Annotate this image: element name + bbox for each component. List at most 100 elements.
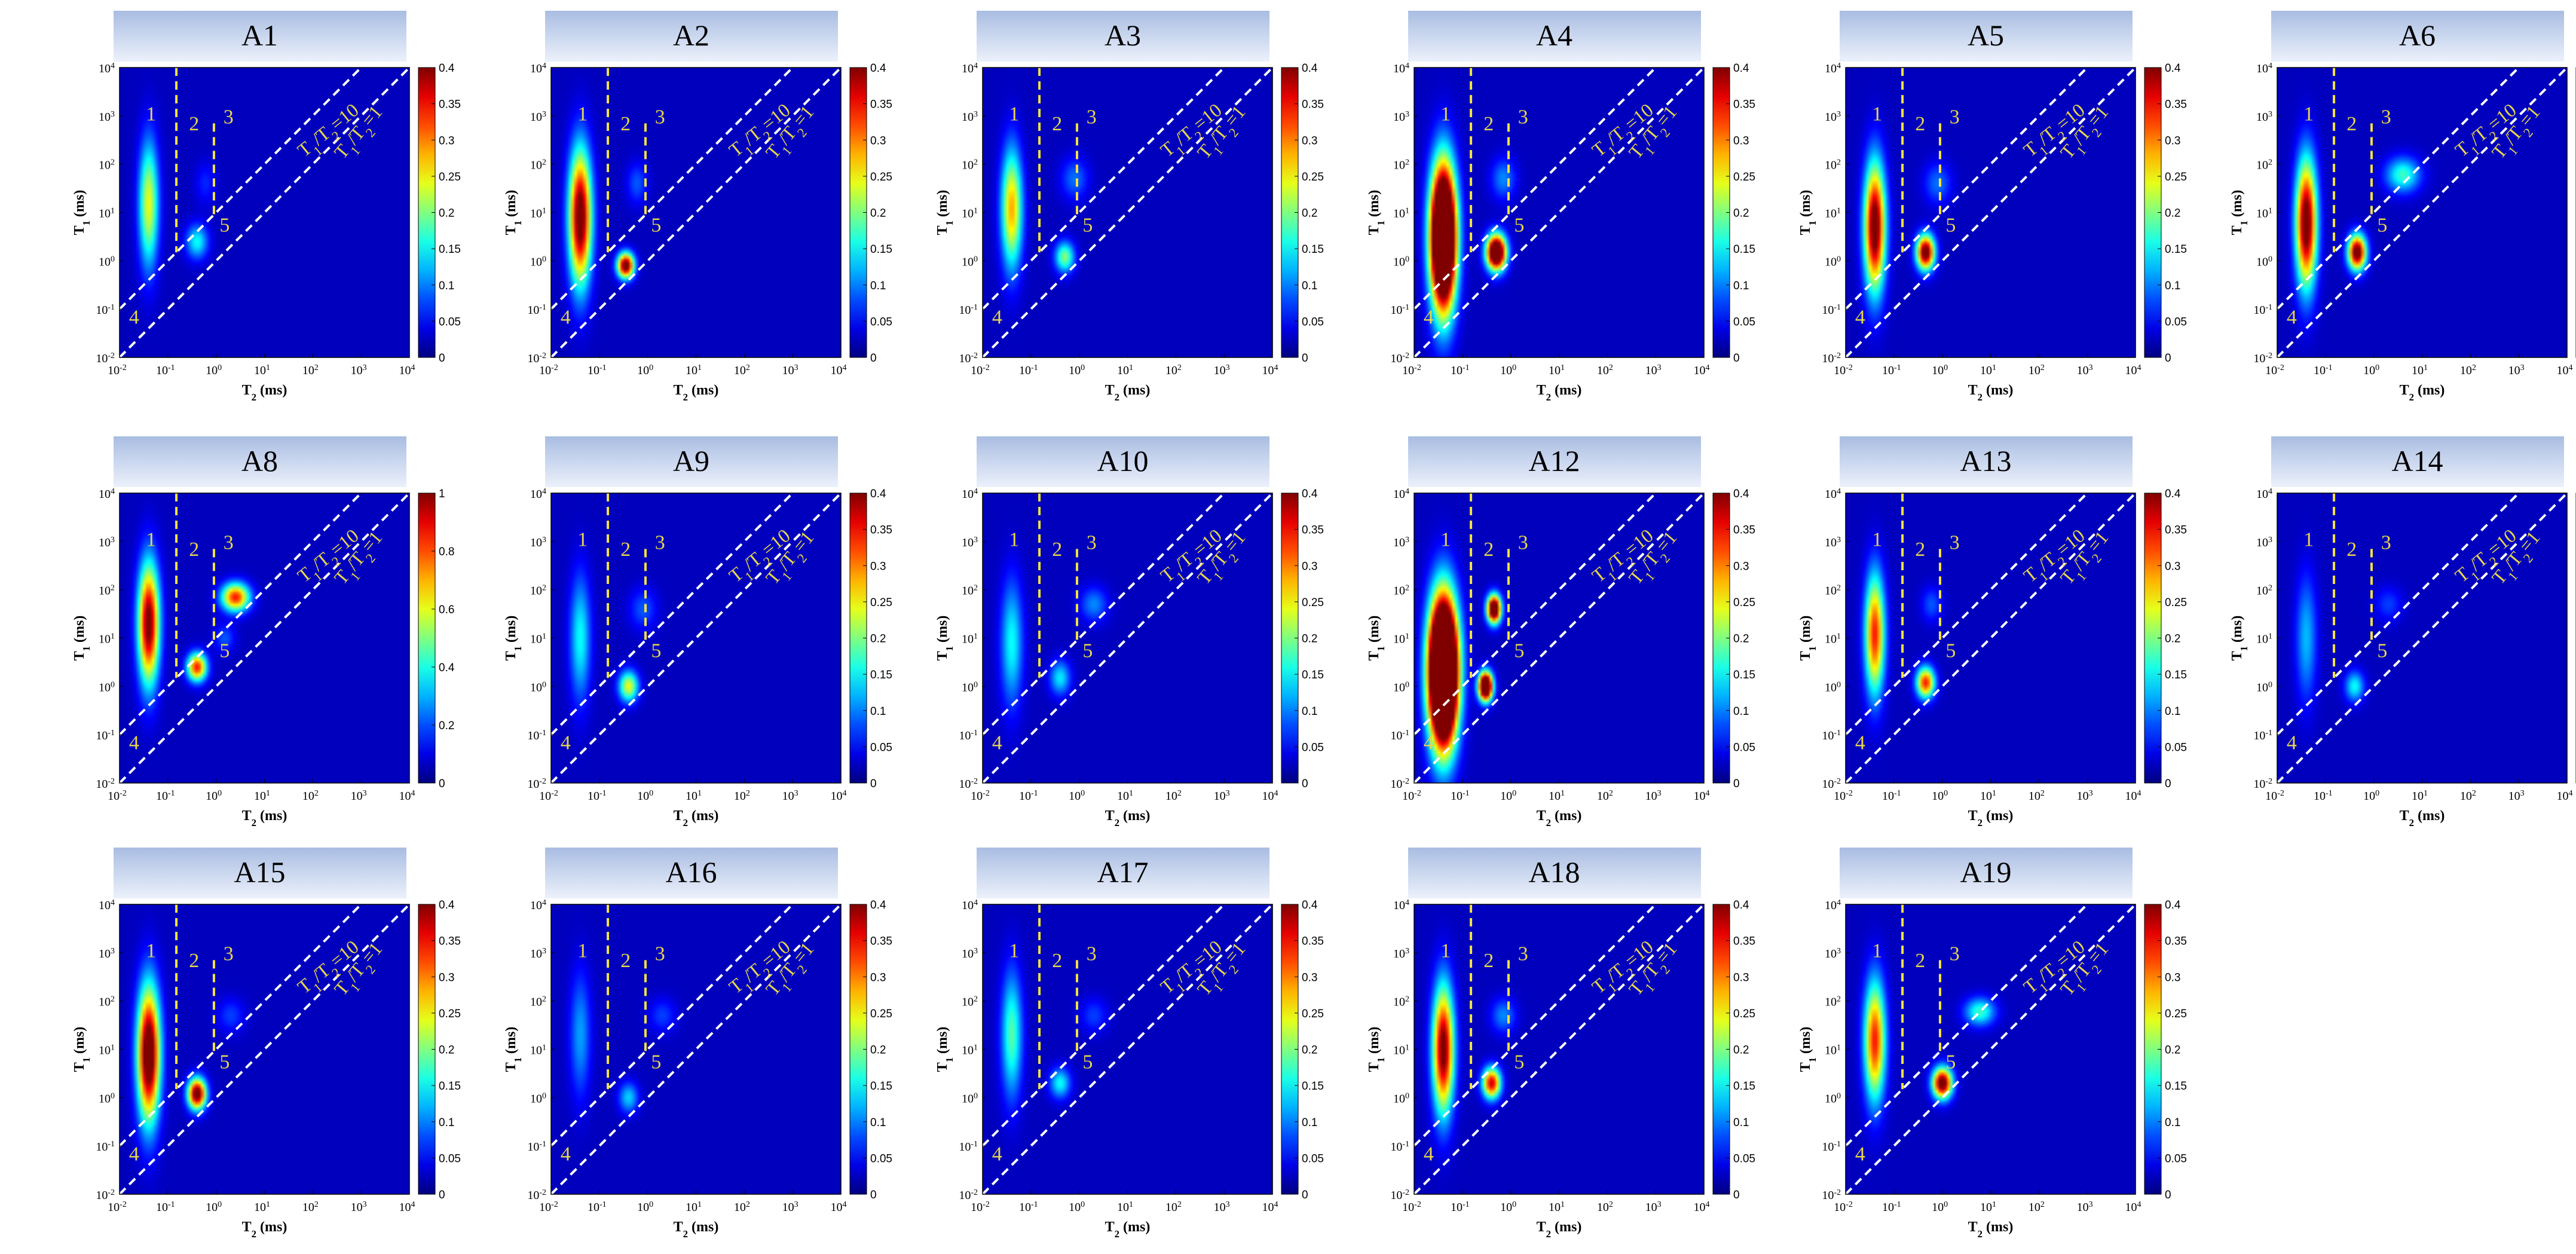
colorbar-tick-label: 0.2 — [1733, 633, 1749, 646]
region-label-2: 2 — [1915, 539, 1925, 561]
x-axis-label: T2 (ms) — [674, 1219, 719, 1240]
ratio-line-0 — [1846, 493, 2088, 736]
x-tick-label: 103 — [2077, 363, 2093, 378]
ratio-line-0 — [2277, 493, 2520, 736]
panel-banner — [1408, 848, 1701, 898]
panel-a18: A18 1 2 3 4 5 T1/T2=10 T1/T2=1 10-2 10-2 10-1 10-1 1… — [1351, 848, 1755, 1254]
y-tick-label: 10-1 — [527, 1140, 546, 1154]
region-label-3: 3 — [224, 106, 234, 128]
colorbar-tick-label: 0.2 — [2165, 207, 2180, 220]
region-label-2: 2 — [620, 950, 631, 972]
y-tick-label: 10-1 — [959, 1140, 978, 1154]
colorbar-tick-label: 0.3 — [1302, 134, 1317, 147]
x-tick-label: 10-1 — [1019, 789, 1038, 803]
x-tick-label: 10-2 — [1402, 1200, 1421, 1215]
y-tick-label: 103 — [530, 946, 546, 961]
region-label-5: 5 — [2377, 215, 2387, 237]
panel-banner — [114, 11, 406, 62]
colorbar-tick-label: 0.3 — [439, 134, 454, 147]
colorbar-tick-label: 0.1 — [2165, 1117, 2180, 1129]
y-tick-label: 10-1 — [1390, 303, 1409, 317]
x-tick-label: 103 — [782, 363, 799, 378]
y-tick-label: 104 — [1825, 62, 1841, 76]
x-tick-label: 103 — [1645, 789, 1662, 803]
x-tick-label: 103 — [2077, 789, 2093, 803]
heatmap-image — [1846, 68, 2136, 357]
panel-title: A3 — [1105, 19, 1141, 52]
colorbar-tick-label: 0.05 — [870, 316, 892, 328]
region-label-2: 2 — [1483, 539, 1494, 561]
y-tick-label: 103 — [1825, 109, 1841, 124]
colorbar-tick-label: 0.25 — [870, 171, 892, 183]
colorbar-tick-label: 0.4 — [1302, 899, 1318, 912]
x-tick-label: 100 — [1069, 1200, 1085, 1215]
region-label-5: 5 — [1514, 640, 1524, 662]
y-tick-label: 100 — [99, 255, 115, 269]
region-label-5: 5 — [219, 215, 230, 237]
colorbar-tick-label: 0.25 — [2165, 597, 2187, 609]
x-tick-label: 104 — [2125, 363, 2141, 378]
ratio-line-0 — [1414, 904, 1657, 1147]
region-label-2: 2 — [2346, 113, 2357, 135]
x-tick-label: 104 — [1262, 363, 1278, 378]
region-label-4: 4 — [129, 306, 139, 328]
colorbar-tick-label: 0.25 — [1302, 171, 1324, 183]
colorbar-tick-label: 0.35 — [1733, 524, 1755, 537]
region-label-5: 5 — [651, 1051, 661, 1073]
y-tick-label: 10-2 — [1822, 351, 1841, 366]
region-label-2: 2 — [1052, 113, 1062, 135]
colorbar-tick-label: 0.15 — [439, 243, 461, 256]
x-tick-label: 100 — [1932, 1200, 1948, 1215]
y-tick-label: 102 — [99, 995, 115, 1009]
ratio-line-0 — [983, 904, 1225, 1147]
y-tick-label: 100 — [1825, 680, 1841, 695]
y-tick-label: 10-2 — [96, 351, 115, 366]
x-tick-label: 102 — [1597, 1200, 1613, 1215]
y-tick-label: 10-2 — [1390, 777, 1409, 791]
x-tick-label: 10-2 — [539, 363, 558, 378]
region-label-5: 5 — [1082, 215, 1093, 237]
x-tick-label: 101 — [1549, 789, 1565, 803]
colorbar-tick-label: 0.2 — [1733, 1044, 1749, 1057]
y-tick-label: 10-1 — [2253, 303, 2272, 317]
y-tick-label: 101 — [99, 1043, 115, 1057]
x-tick-label: 104 — [831, 789, 847, 803]
y-axis-label: T1 (ms) — [72, 616, 92, 661]
y-tick-label: 102 — [530, 995, 546, 1009]
heatmap-image — [551, 68, 841, 357]
region-label-1: 1 — [146, 940, 156, 962]
panel-a8: A8 1 2 3 4 5 T1/T2=10 T1/T2=1 10-2 10-2 10-1 10-1 10… — [57, 436, 455, 843]
colorbar-tick-label: 0.25 — [1733, 171, 1755, 183]
y-tick-label: 100 — [530, 1091, 546, 1106]
colorbar-tick-label: 0 — [439, 352, 445, 365]
x-tick-label: 102 — [734, 363, 750, 378]
x-tick-label: 10-1 — [156, 1200, 175, 1215]
region-label-3: 3 — [655, 106, 665, 128]
colorbar-tick-label: 0.2 — [870, 633, 886, 646]
x-tick-label: 100 — [637, 1200, 653, 1215]
x-tick-label: 10-1 — [1451, 1200, 1470, 1215]
x-tick-label: 101 — [254, 363, 270, 378]
colorbar-tick-label: 0.05 — [1302, 1152, 1324, 1165]
colorbar-tick-label: 0.1 — [870, 1117, 886, 1129]
panel-a6: A6 1 2 3 4 5 T1/T2=10 T1/T2=1 10-2 10-2 10-1 10-1 10… — [2214, 11, 2576, 417]
colorbar-tick-label: 0.05 — [1733, 741, 1755, 754]
x-axis-label: T2 (ms) — [242, 383, 287, 403]
colorbar-tick-label: 0.1 — [439, 1117, 454, 1129]
x-axis-label: T2 (ms) — [1968, 808, 2014, 828]
y-tick-label: 10-2 — [96, 777, 115, 791]
y-tick-label: 103 — [1825, 535, 1841, 549]
colorbar-tick-label: 0.3 — [870, 971, 886, 984]
x-tick-label: 102 — [2029, 789, 2045, 803]
y-axis-label: T1 (ms) — [935, 190, 955, 235]
x-tick-label: 10-1 — [1882, 1200, 1901, 1215]
panel-title: A1 — [241, 19, 278, 52]
colorbar-tick-label: 0.15 — [1733, 669, 1755, 681]
colorbar-tick-label: 0.35 — [1733, 935, 1755, 948]
x-tick-label: 100 — [206, 789, 222, 803]
region-label-3: 3 — [224, 943, 234, 965]
region-label-3: 3 — [1087, 531, 1097, 553]
